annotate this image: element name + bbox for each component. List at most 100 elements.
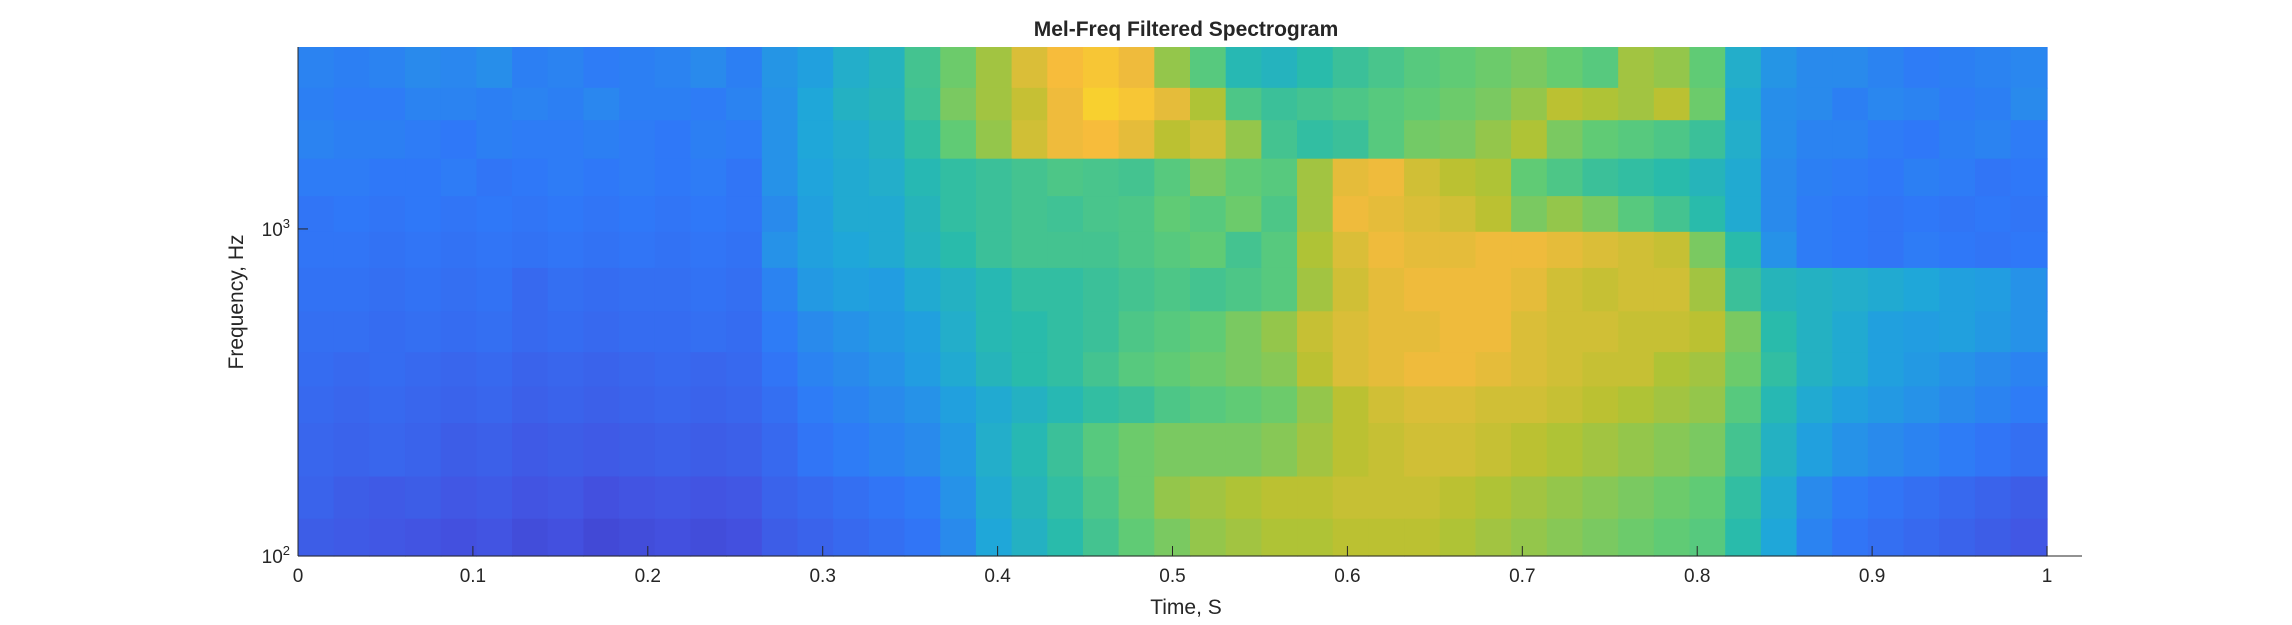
heatmap-cell [547,196,585,233]
heatmap-cell [1903,47,1940,89]
heatmap-cell [1190,158,1227,197]
heatmap-cell [583,47,620,89]
heatmap-cell [654,423,692,478]
heatmap-cell [1832,47,1869,89]
heatmap-cell [868,386,906,424]
heatmap-cell [690,423,727,478]
heatmap-cell [1796,518,1833,557]
heatmap-cell [1439,352,1477,388]
x-axis-label: Time, S [1150,596,1222,619]
heatmap-cell [333,518,370,557]
heatmap-cell [369,518,406,557]
heatmap-cell [298,120,335,160]
heatmap-cell [1297,518,1334,557]
heatmap-cell [619,196,656,233]
heatmap-cell [904,87,941,121]
heatmap-cell [1297,120,1334,160]
heatmap-cell [1475,231,1512,269]
heatmap-cell [690,476,727,520]
heatmap-cell [1261,423,1298,478]
heatmap-cell [512,311,549,353]
heatmap-cell [547,267,585,312]
heatmap-cell [1011,423,1048,478]
x-tick-label: 0.8 [1684,566,1710,587]
heatmap-cell [1368,311,1405,353]
heatmap-cell [1225,352,1262,388]
heatmap-cell [1618,311,1655,353]
heatmap-cell [619,476,656,520]
heatmap-cell [1974,47,2012,89]
heatmap-cell [1867,423,1905,478]
heatmap-cell [904,423,941,478]
heatmap-cell [1867,231,1905,269]
heatmap-cell [1118,352,1155,388]
heatmap-cell [1118,476,1155,520]
heatmap-cell [2046,518,2048,557]
heatmap-cell [1903,267,1940,312]
heatmap-cell [761,386,799,424]
x-tick-label: 1 [2042,566,2053,587]
heatmap-cell [2046,423,2048,478]
heatmap-cell [1546,352,1584,388]
heatmap-cell [476,423,513,478]
heatmap-cell [1760,120,1798,160]
heatmap-cell [369,311,406,353]
heatmap-cell [476,47,513,89]
heatmap-cell [1190,386,1227,424]
heatmap-cell [761,87,799,121]
heatmap-cell [547,386,585,424]
heatmap-cell [369,423,406,478]
heatmap-cell [1760,231,1798,269]
heatmap-cell [1154,87,1191,121]
heatmap-cell [1118,158,1155,197]
heatmap-cell [476,231,513,269]
x-tick-label: 0.4 [984,566,1011,587]
heatmap-cell [2010,231,2047,269]
heatmap-cell [868,87,906,121]
heatmap-cell [1546,231,1584,269]
heatmap-cell [1011,120,1048,160]
heatmap-cell [1154,196,1191,233]
heatmap-cell [761,518,799,557]
x-tick-label: 0.3 [809,566,835,587]
heatmap-cell [761,476,799,520]
heatmap-cell [1760,87,1798,121]
heatmap-cell [1118,386,1155,424]
heatmap-cell [975,231,1013,269]
heatmap-cell [1689,196,1726,233]
heatmap-cell [1689,120,1726,160]
heatmap-cell [1332,87,1369,121]
heatmap-cell [904,352,941,388]
heatmap-cell [833,352,870,388]
heatmap-cell [1047,267,1084,312]
heatmap-cell [1047,120,1084,160]
heatmap-cell [1760,158,1798,197]
heatmap-cell [2010,87,2047,121]
heatmap-cell [476,352,513,388]
heatmap-cell [1832,352,1869,388]
heatmap-cell [1760,311,1798,353]
heatmap-cell [1082,352,1120,388]
heatmap-cell [1689,352,1726,388]
heatmap-cell [1832,87,1869,121]
heatmap-cell [1618,518,1655,557]
heatmap-cell [1725,47,1762,89]
heatmap-cell [1903,231,1940,269]
y-tick-label: 102 [262,543,290,568]
heatmap-cell [1511,423,1548,478]
heatmap-cell [797,476,834,520]
heatmap-cell [1047,423,1084,478]
heatmap-cell [1261,518,1298,557]
axes [297,47,2082,557]
x-tick-label: 0.6 [1334,566,1360,587]
heatmap-cell [1011,352,1048,388]
x-tick-label: 0 [293,566,304,587]
heatmap-cell [1475,518,1512,557]
heatmap-cell [1796,311,1833,353]
heatmap-cell [1511,311,1548,353]
heatmap-cell [1011,518,1048,557]
heatmap-cell [583,196,620,233]
heatmap-cell [1190,423,1227,478]
heatmap-cell [1618,386,1655,424]
heatmap-cell [654,231,692,269]
